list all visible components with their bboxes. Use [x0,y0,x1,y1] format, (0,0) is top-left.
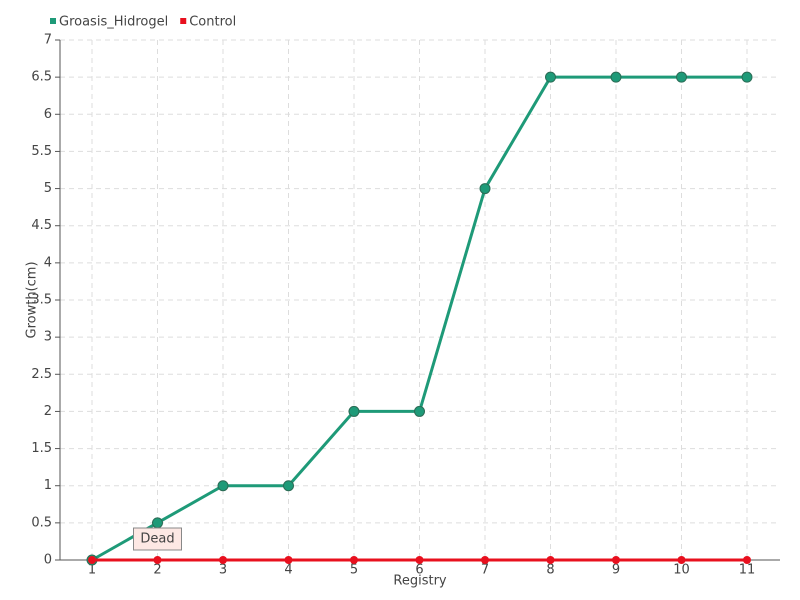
annotation-text: Dead [140,532,174,547]
data-point [415,556,424,564]
x-tick-label: 2 [153,563,161,578]
annotation-box [133,527,182,551]
y-tick-label: 6.5 [31,70,52,85]
x-tick-label: 4 [284,563,292,578]
data-point [350,556,358,564]
data-point [676,71,687,83]
y-tick-label: 4 [44,255,52,270]
x-tick-label: 1 [88,563,96,578]
data-point [743,556,751,564]
data-point [153,556,162,564]
data-point [219,556,227,564]
data-point [414,405,425,417]
legend-label: Groasis_Hidrogel [59,15,168,30]
data-point [612,556,620,564]
data-point [546,556,555,564]
data-point [283,480,294,492]
data-point [88,556,96,564]
legend-swatch [50,18,56,24]
data-point [741,71,753,83]
x-tick-label: 10 [673,563,690,578]
data-point [348,405,360,417]
data-point [545,71,556,83]
y-tick-label: 6 [44,107,52,122]
legend-label: Control [189,15,236,30]
x-tick-label: 9 [612,563,620,578]
x-tick-label: 6 [415,563,423,578]
data-point [284,556,293,564]
x-tick-label: 11 [739,563,756,578]
x-tick-label: 3 [219,563,227,578]
y-tick-label: 4.5 [31,218,52,233]
y-tick-label: 3 [44,330,52,345]
y-tick-label: 2 [44,404,52,419]
y-tick-label: 0.5 [31,515,52,530]
x-axis-title: Registry [393,574,447,589]
y-axis-title: Growth(cm) [25,261,40,338]
y-tick-label: 5.5 [31,144,52,159]
data-point [677,556,686,564]
y-tick-label: 7 [44,33,52,48]
y-tick-label: 1 [44,478,52,493]
data-point [481,556,489,564]
data-point [152,517,163,529]
data-point [610,71,622,83]
data-point [479,183,491,195]
x-tick-label: 8 [546,563,554,578]
y-tick-label: 1.5 [31,441,52,456]
legend-swatch [180,18,187,24]
x-tick-label: 5 [350,563,358,578]
x-tick-label: 7 [481,563,489,578]
y-tick-label: 3.5 [31,293,52,308]
data-point [217,480,229,492]
y-tick-label: 0 [44,553,52,568]
y-tick-label: 2.5 [31,367,52,382]
y-tick-label: 5 [44,181,52,196]
